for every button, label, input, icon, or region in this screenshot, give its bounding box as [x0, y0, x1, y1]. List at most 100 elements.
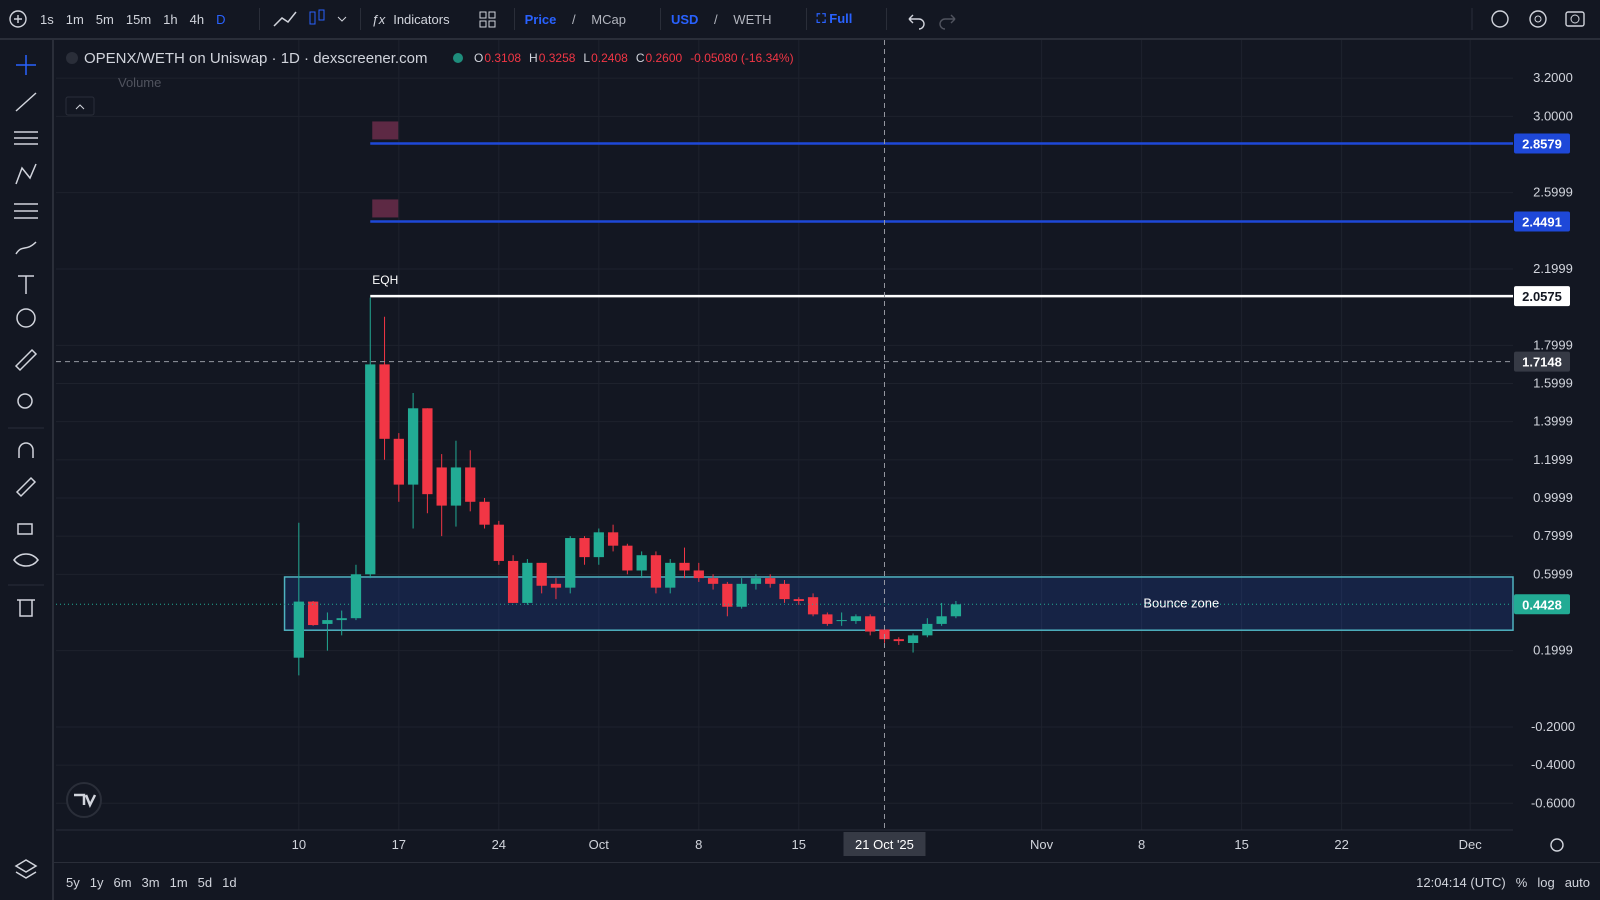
candle-body [293, 601, 304, 658]
price-mcap-toggle[interactable]: Price / MCap [525, 12, 638, 27]
y-tick-label: 2.5999 [1533, 185, 1573, 200]
candle-body [336, 618, 347, 621]
log-toggle[interactable]: log [1537, 874, 1555, 890]
crosshair-x-tag [843, 832, 926, 856]
marker-box [372, 121, 399, 140]
interval-button[interactable]: 5m [95, 11, 114, 27]
ohlc-value: 0.2408 [591, 51, 628, 65]
x-tick-label: 8 [1138, 837, 1145, 852]
interval-button[interactable]: 1h [163, 11, 178, 27]
candle-body [465, 467, 476, 502]
range-button[interactable]: 5y [66, 874, 80, 890]
candle-body [550, 583, 562, 588]
change-value: -0.05080 (-16.34%) [690, 51, 793, 65]
x-tick-label: 22 [1334, 837, 1348, 852]
right-icons[interactable] [1470, 0, 1600, 38]
candle-body [450, 467, 462, 506]
y-tick-label: 3.0000 [1533, 108, 1573, 123]
range-button[interactable]: 1m [169, 874, 188, 890]
range-button[interactable]: 1d [222, 874, 237, 890]
y-tick-label: 2.1999 [1533, 261, 1573, 276]
price-tag-label: 2.0575 [1522, 289, 1562, 304]
price-tag [1514, 594, 1570, 615]
interval-button[interactable]: D [216, 11, 226, 27]
price-tag-label: 0.4428 [1522, 597, 1562, 612]
candle-body [479, 501, 490, 525]
add-icon[interactable] [0, 0, 40, 38]
candle-body [650, 555, 662, 588]
undo-redo[interactable] [897, 0, 967, 38]
candle-body [822, 614, 833, 624]
full-button[interactable]: ⛶ Full [816, 11, 853, 26]
candle-body [679, 562, 690, 571]
interval-button[interactable]: 4h [189, 11, 205, 27]
candle-body [807, 597, 819, 615]
clock: 12:04:14 (UTC) [1416, 874, 1506, 890]
percent-toggle[interactable]: % [1515, 874, 1528, 890]
candle-body [865, 616, 876, 632]
candle-body [750, 578, 762, 584]
interval-button[interactable]: 15m [125, 11, 152, 27]
range-button[interactable]: 3m [141, 874, 160, 890]
symbol-title: OPENX/WETH on Uniswap · 1D · dexscreener… [84, 50, 427, 67]
candle-body [393, 438, 404, 485]
range-button[interactable]: 1y [89, 874, 104, 890]
y-tick-label: 0.9999 [1533, 490, 1573, 505]
marker-box [372, 199, 399, 218]
range-button[interactable]: 6m [113, 874, 132, 890]
candle-body [622, 545, 633, 571]
zone [283, 576, 1514, 631]
x-tick-label: Dec [1459, 837, 1483, 852]
ohlc-key: L [583, 51, 590, 65]
intervals: 1s 1m 5m 15m 1h 4h D [40, 12, 237, 27]
candle-body [593, 532, 604, 558]
drawing-tools[interactable] [0, 40, 52, 900]
price-tag [1514, 211, 1570, 232]
y-tick-label: 0.5999 [1533, 566, 1573, 581]
layout-icon[interactable] [474, 0, 504, 38]
ohlc-value: 0.2600 [645, 51, 682, 65]
candle-body [950, 604, 962, 617]
price-tag [1514, 133, 1570, 154]
y-tick-label: 1.5999 [1533, 375, 1573, 390]
ohlc-value: 0.3108 [484, 51, 521, 65]
candle-body [579, 538, 590, 558]
y-tick-label: 0.7999 [1533, 528, 1573, 543]
candle-body [379, 364, 390, 439]
currency-toggle[interactable]: USD / WETH [671, 12, 784, 27]
y-tick-label: -0.4000 [1531, 757, 1575, 772]
y-tick-label: 1.3999 [1533, 414, 1573, 429]
candle-body [507, 560, 519, 603]
volume-label: Volume [118, 75, 161, 90]
ohlc-value: 0.3258 [539, 51, 576, 65]
chart-type-icons[interactable] [270, 0, 350, 38]
candle-body [779, 583, 790, 600]
ohlc-key: H [529, 51, 538, 65]
candle-body [722, 583, 733, 607]
y-tick-label: 1.7999 [1533, 337, 1573, 352]
separator: / [572, 11, 576, 27]
candle-body [765, 578, 776, 584]
y-tick-label: -0.2000 [1531, 719, 1575, 734]
x-tick-label: 24 [492, 837, 506, 852]
candle-body [322, 620, 333, 624]
indicators-button[interactable]: ƒx Indicators [371, 11, 450, 27]
auto-toggle[interactable]: auto [1564, 874, 1590, 890]
range-button[interactable]: 5d [197, 874, 213, 890]
grid [56, 40, 1513, 830]
price-tag [1514, 286, 1570, 307]
x-tick-label: 15 [792, 837, 806, 852]
candle-body [536, 562, 547, 586]
mcap-option: MCap [591, 11, 626, 27]
candle-body [436, 467, 447, 506]
indicators-label: Indicators [393, 11, 450, 27]
x-tick-label: 8 [695, 837, 702, 852]
candle-body [422, 408, 433, 495]
interval-button[interactable]: 1s [40, 11, 54, 27]
candle-body [793, 599, 804, 602]
interval-button[interactable]: 1m [65, 11, 84, 27]
ranges: 5y 1y 6m 3m 1m 5d 1d [66, 875, 247, 890]
x-tick-label: 17 [392, 837, 406, 852]
y-tick-label: 3.2000 [1533, 70, 1573, 85]
candle-body [607, 532, 619, 546]
